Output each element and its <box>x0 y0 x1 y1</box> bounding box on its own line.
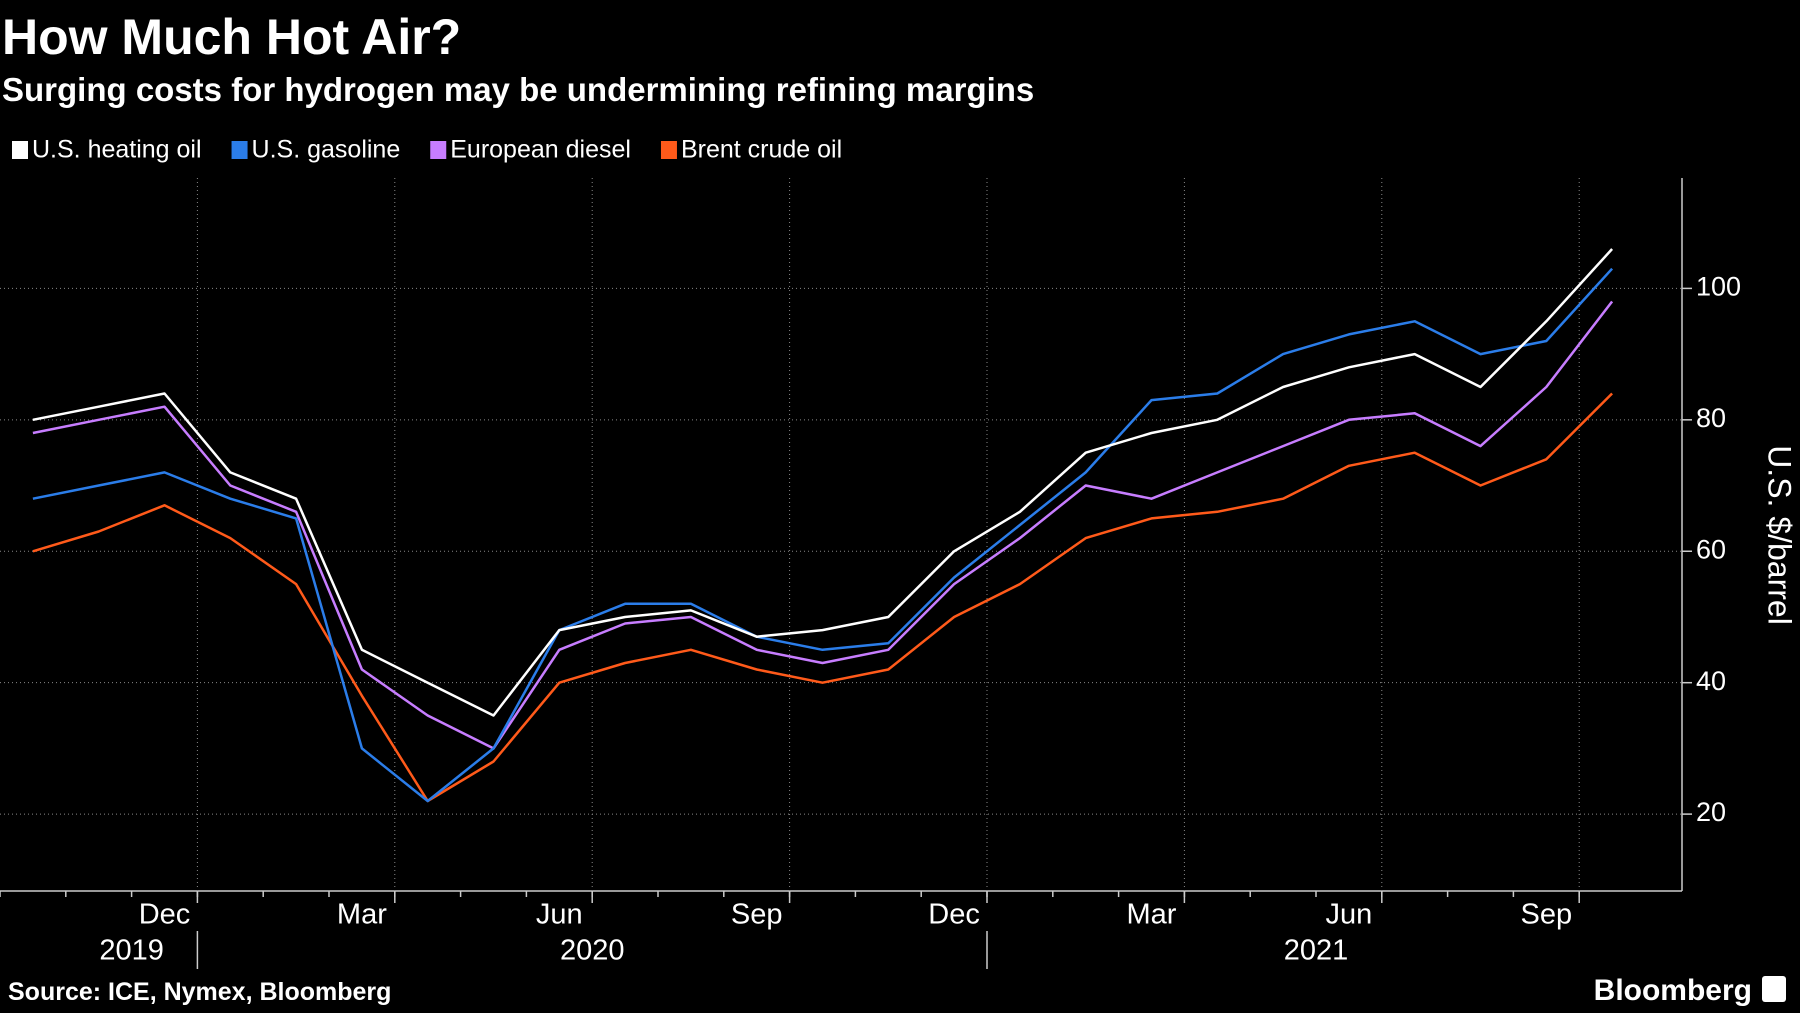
source: Source: ICE, Nymex, Bloomberg <box>8 978 391 1006</box>
legend-label: U.S. heating oil <box>32 136 202 164</box>
legend-label: Brent crude oil <box>681 136 842 164</box>
x-tick-label: Mar <box>1127 899 1177 931</box>
series-line <box>32 248 1614 717</box>
x-tick-label: Jun <box>1326 899 1373 931</box>
y-tick-label: 40 <box>1696 666 1726 696</box>
series-line <box>32 300 1614 750</box>
legend-swatch <box>12 141 28 159</box>
series-line <box>32 392 1613 803</box>
legend-swatch <box>660 141 677 159</box>
x-tick-label: Mar <box>337 899 387 931</box>
x-tick-label: Dec <box>928 899 980 931</box>
x-tick-label: Sep <box>1520 899 1572 931</box>
x-tick-label: Dec <box>139 899 191 931</box>
x-tick-label: Sep <box>731 899 783 931</box>
legend-label: U.S. gasoline <box>252 136 401 164</box>
brand: Bloomberg <box>1594 974 1752 1007</box>
y-tick-label: 20 <box>1696 797 1726 827</box>
chart-subtitle: Surging costs for hydrogen may be underm… <box>2 71 1034 108</box>
legend-swatch <box>231 141 248 159</box>
y-axis-label: U.S. $/barrel <box>1762 445 1798 625</box>
year-label: 2019 <box>99 935 164 967</box>
legend-label: European diesel <box>450 136 631 164</box>
year-label: 2021 <box>1284 935 1349 967</box>
chart-title: How Much Hot Air? <box>2 9 461 65</box>
year-label: 2020 <box>560 935 625 967</box>
x-tick-label: Jun <box>536 899 583 931</box>
y-tick-label: 80 <box>1696 403 1726 433</box>
y-tick-label: 60 <box>1696 534 1726 564</box>
y-tick-label: 100 <box>1696 272 1741 302</box>
brand-icon <box>1762 976 1786 1002</box>
legend-swatch <box>430 141 447 159</box>
series-line <box>32 267 1614 803</box>
